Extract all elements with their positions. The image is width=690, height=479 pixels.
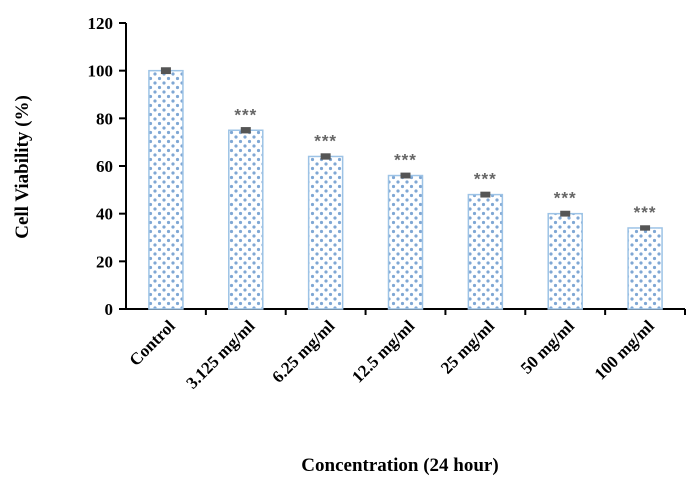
bar-5	[547, 212, 583, 310]
error-bar-2	[320, 153, 331, 160]
bar-2	[307, 155, 344, 310]
significance-label-6: ***	[634, 203, 657, 222]
x-tick-label: 3.125 mg/ml	[182, 316, 258, 392]
x-tick-label: 25 mg/ml	[437, 316, 498, 377]
y-tick-label: 120	[88, 14, 114, 33]
x-tick-label: Control	[125, 316, 178, 369]
bar-3	[387, 174, 424, 310]
x-tick-label: 50 mg/ml	[517, 316, 578, 377]
y-tick-label: 40	[96, 205, 113, 224]
x-tick-label: 12.5 mg/ml	[348, 316, 418, 386]
bar-0	[148, 69, 184, 310]
y-tick-label: 60	[96, 157, 113, 176]
significance-label-4: ***	[474, 170, 497, 189]
bar-1	[228, 129, 264, 310]
bar-4	[467, 193, 504, 310]
significance-label-1: ***	[234, 105, 257, 124]
x-tick-label: 6.25 mg/ml	[268, 316, 338, 386]
y-tick-label: 80	[96, 109, 113, 128]
x-axis-title: Concentration (24 hour)	[301, 455, 498, 476]
significance-label-2: ***	[314, 131, 337, 150]
significance-label-5: ***	[554, 189, 577, 208]
error-bar-3	[400, 172, 411, 179]
error-bar-6	[640, 225, 651, 231]
y-tick-label: 20	[96, 252, 113, 271]
error-bar-0	[160, 67, 171, 75]
bar-6	[627, 227, 663, 310]
y-axis-title: Cell Viability (%)	[12, 95, 33, 239]
error-bar-1	[240, 127, 251, 134]
error-bar-5	[560, 210, 571, 217]
y-tick-label: 0	[105, 300, 114, 319]
y-tick-label: 100	[88, 62, 114, 81]
plot-area: 0 20 40 60 80 100 120 Control *** 3.125 mg/ml *** 6…	[88, 14, 686, 393]
error-bar-4	[480, 191, 491, 198]
significance-label-3: ***	[394, 151, 417, 170]
x-tick-label: 100 mg/ml	[591, 316, 658, 383]
